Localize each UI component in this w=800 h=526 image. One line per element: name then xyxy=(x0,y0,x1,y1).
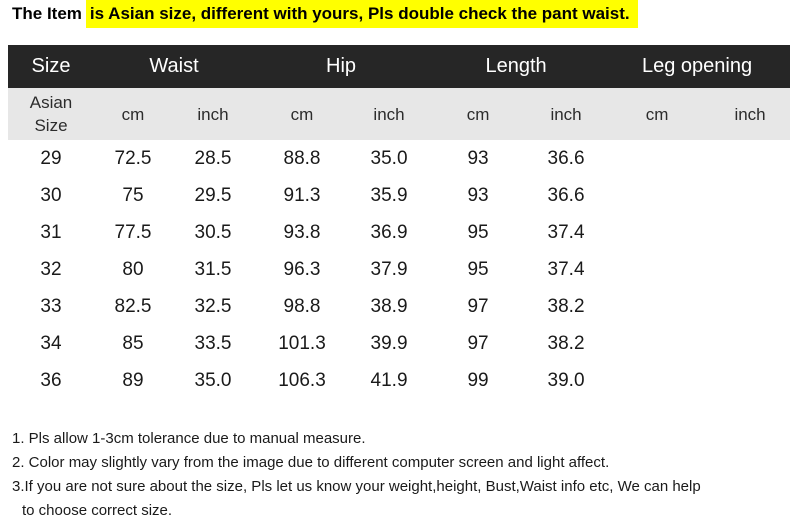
cell-leg-cm xyxy=(604,177,710,214)
table-row: 30 75 29.5 91.3 35.9 93 36.6 xyxy=(8,177,790,214)
cell-hip-cm: 96.3 xyxy=(283,258,321,280)
cell-waist-cm: 77.5 xyxy=(114,221,152,243)
unit-waist-inch: inch xyxy=(172,88,255,140)
asian-size-line2: Size xyxy=(34,116,68,135)
cell-size: 30 xyxy=(40,184,62,206)
cell-waist-cm: 80 xyxy=(122,258,144,280)
note-help: 3.If you are not sure about the size, Pl… xyxy=(12,478,701,495)
unit-leg-inch: inch xyxy=(710,88,791,140)
table-row: 33 82.5 32.5 98.8 38.9 97 38.2 xyxy=(8,288,790,325)
cell-hip-inch: 37.9 xyxy=(370,258,408,280)
cell-size: 34 xyxy=(40,332,62,354)
cell-hip-cm: 98.8 xyxy=(283,295,321,317)
unit-leg-cm: cm xyxy=(604,88,711,140)
size-warning-banner: The Item is Asian size, different with y… xyxy=(8,0,638,28)
cell-hip-inch: 39.9 xyxy=(370,332,408,354)
cell-leg-cm xyxy=(604,251,710,288)
header-size: Size xyxy=(8,45,94,88)
cell-length-cm: 93 xyxy=(467,184,489,206)
note-color: 2. Color may slightly vary from the imag… xyxy=(12,454,610,471)
header-waist: Waist xyxy=(94,45,255,88)
cell-hip-inch: 38.9 xyxy=(370,295,408,317)
cell-hip-cm: 91.3 xyxy=(283,184,321,206)
table-row: 32 80 31.5 96.3 37.9 95 37.4 xyxy=(8,251,790,288)
cell-leg-cm xyxy=(604,140,710,177)
table-row: 34 85 33.5 101.3 39.9 97 38.2 xyxy=(8,325,790,362)
cell-hip-inch: 35.9 xyxy=(370,184,408,206)
cell-waist-cm: 82.5 xyxy=(114,295,152,317)
size-chart-table: Size Waist Hip Length Leg opening Asian … xyxy=(8,45,791,399)
banner-warning-text: is Asian size, different with yours, Pls… xyxy=(85,0,638,28)
cell-hip-cm: 106.3 xyxy=(278,369,326,391)
unit-hip-cm: cm xyxy=(254,88,351,140)
unit-hip-inch: inch xyxy=(350,88,429,140)
cell-size: 32 xyxy=(40,258,62,280)
cell-length-cm: 97 xyxy=(467,332,489,354)
cell-leg-inch xyxy=(710,325,790,362)
cell-length-inch: 38.2 xyxy=(547,332,585,354)
cell-waist-inch: 29.5 xyxy=(194,184,232,206)
table-row: 36 89 35.0 106.3 41.9 99 39.0 xyxy=(8,362,790,399)
unit-header-row: Asian Size cm inch cm inch cm inch cm in… xyxy=(8,88,791,140)
cell-leg-inch xyxy=(710,362,790,399)
cell-hip-cm: 88.8 xyxy=(283,147,321,169)
note-help-continued: to choose correct size. xyxy=(22,502,173,519)
cell-size: 31 xyxy=(40,221,62,243)
cell-leg-cm xyxy=(604,362,710,399)
cell-leg-inch xyxy=(710,251,790,288)
cell-leg-inch xyxy=(710,288,790,325)
cell-leg-inch xyxy=(710,177,790,214)
cell-length-cm: 95 xyxy=(467,221,489,243)
cell-length-cm: 97 xyxy=(467,295,489,317)
cell-leg-inch xyxy=(710,214,790,251)
cell-waist-inch: 30.5 xyxy=(194,221,232,243)
cell-waist-inch: 28.5 xyxy=(194,147,232,169)
cell-waist-inch: 35.0 xyxy=(194,369,232,391)
cell-length-cm: 95 xyxy=(467,258,489,280)
cell-waist-inch: 33.5 xyxy=(194,332,232,354)
cell-leg-cm xyxy=(604,214,710,251)
cell-hip-inch: 36.9 xyxy=(370,221,408,243)
group-header-row: Size Waist Hip Length Leg opening xyxy=(8,45,791,88)
asian-size-line1: Asian xyxy=(29,93,73,112)
cell-hip-cm: 101.3 xyxy=(278,332,326,354)
cell-waist-cm: 89 xyxy=(122,369,144,391)
cell-waist-inch: 32.5 xyxy=(194,295,232,317)
cell-size: 36 xyxy=(40,369,62,391)
cell-hip-cm: 93.8 xyxy=(283,221,321,243)
cell-size: 29 xyxy=(40,147,62,169)
banner-lead-text: The Item xyxy=(8,0,86,28)
cell-waist-cm: 75 xyxy=(122,184,144,206)
unit-length-cm: cm xyxy=(428,88,529,140)
header-length: Length xyxy=(428,45,605,88)
size-notes: 1. Pls allow 1-3cm tolerance due to manu… xyxy=(12,427,787,523)
cell-length-inch: 38.2 xyxy=(547,295,585,317)
unit-length-inch: inch xyxy=(528,88,605,140)
cell-waist-cm: 85 xyxy=(122,332,144,354)
cell-hip-inch: 41.9 xyxy=(370,369,408,391)
cell-leg-inch xyxy=(710,140,790,177)
table-row: 29 72.5 28.5 88.8 35.0 93 36.6 xyxy=(8,140,790,177)
cell-length-inch: 36.6 xyxy=(547,147,585,169)
header-leg-opening: Leg opening xyxy=(604,45,791,88)
cell-length-inch: 39.0 xyxy=(547,369,585,391)
cell-length-cm: 93 xyxy=(467,147,489,169)
cell-length-inch: 37.4 xyxy=(547,258,585,280)
cell-leg-cm xyxy=(604,288,710,325)
cell-hip-inch: 35.0 xyxy=(370,147,408,169)
header-asian-size: Asian Size xyxy=(8,88,94,140)
note-tolerance: 1. Pls allow 1-3cm tolerance due to manu… xyxy=(12,430,366,447)
cell-length-cm: 99 xyxy=(467,369,489,391)
cell-waist-cm: 72.5 xyxy=(114,147,152,169)
unit-waist-cm: cm xyxy=(94,88,172,140)
cell-size: 33 xyxy=(40,295,62,317)
header-hip: Hip xyxy=(254,45,429,88)
table-row: 31 77.5 30.5 93.8 36.9 95 37.4 xyxy=(8,214,790,251)
cell-leg-cm xyxy=(604,325,710,362)
cell-length-inch: 36.6 xyxy=(547,184,585,206)
cell-length-inch: 37.4 xyxy=(547,221,585,243)
cell-waist-inch: 31.5 xyxy=(194,258,232,280)
